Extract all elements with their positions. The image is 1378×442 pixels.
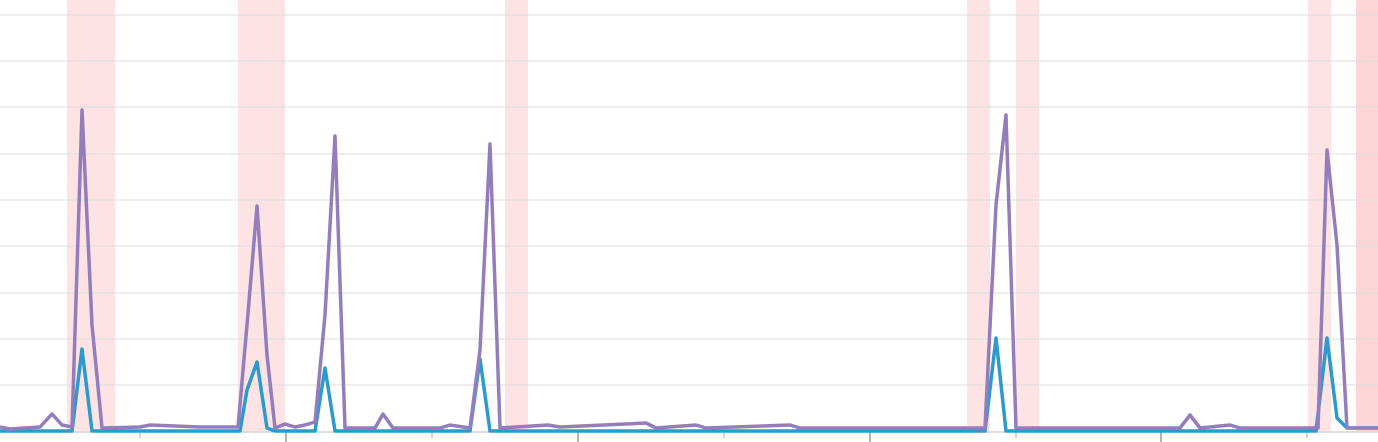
highlight-band [1308, 0, 1331, 431]
highlight-band [1356, 0, 1378, 431]
series-line [0, 108, 1378, 431]
highlight-band [238, 0, 285, 431]
highlight-band [505, 0, 528, 431]
highlight-band [1016, 0, 1039, 431]
highlight-band [967, 0, 990, 431]
